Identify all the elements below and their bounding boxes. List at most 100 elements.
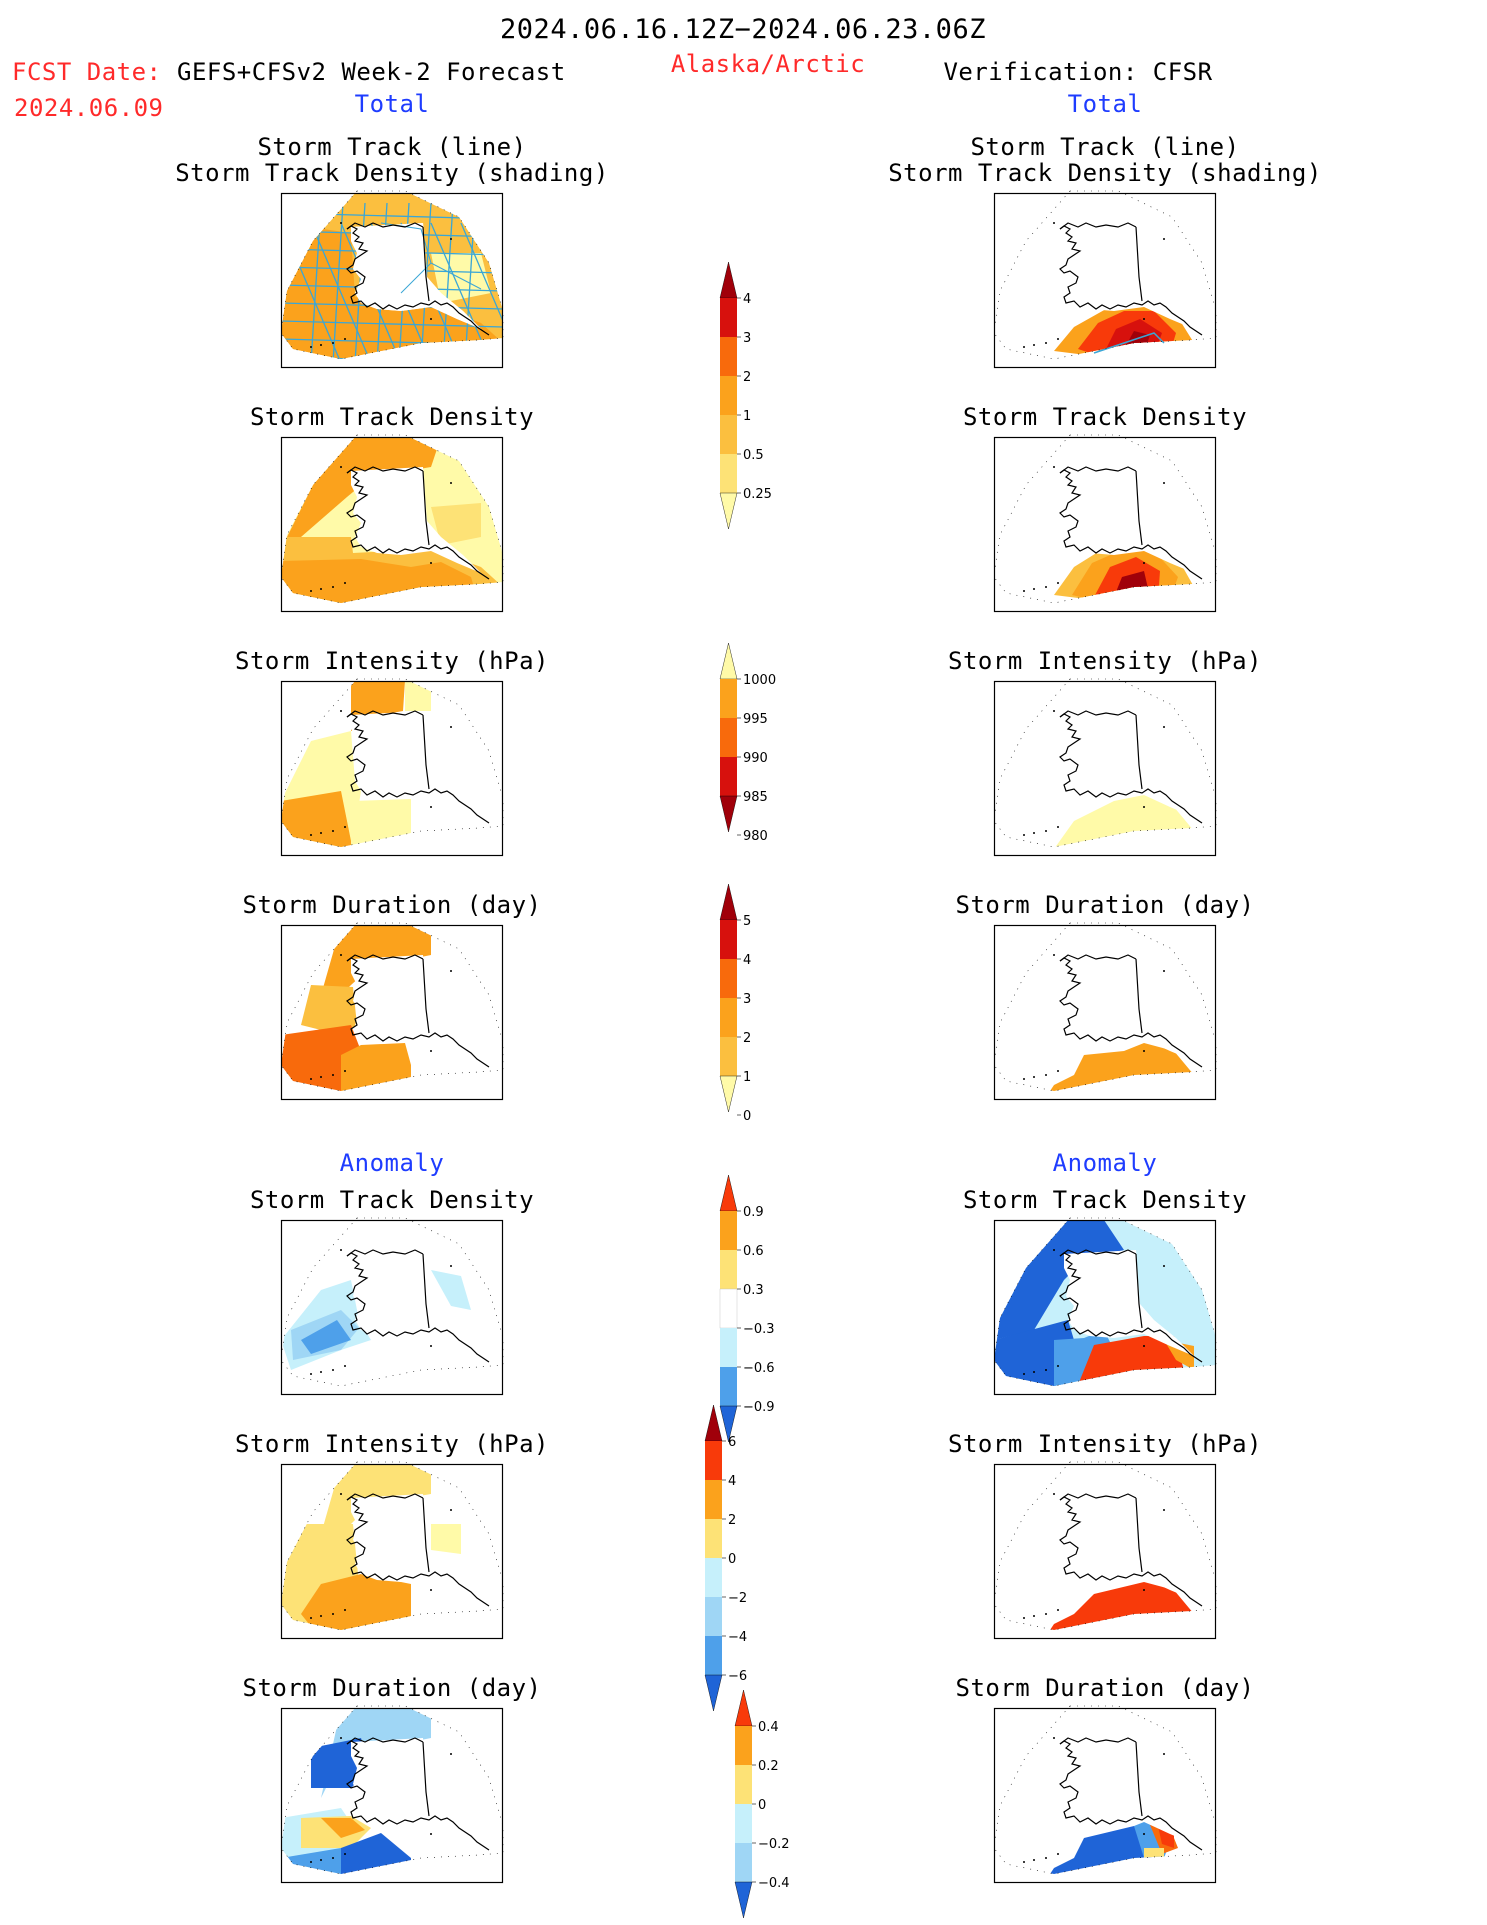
colorbar-label: 1: [743, 409, 751, 424]
island-dot: [320, 344, 322, 346]
storm-track-line: [1093, 332, 1165, 354]
colorbar-box: [720, 718, 737, 757]
map-verification-anomaly-intensity: [993, 1461, 1217, 1640]
island-dot: [320, 1859, 322, 1861]
colorbar-label: 0.6: [743, 1244, 764, 1259]
island-dot: [450, 1509, 452, 1511]
colorbar-label: 0.4: [758, 1720, 779, 1735]
island-dot: [332, 1369, 334, 1371]
island-dot: [310, 346, 312, 348]
arctic-coastline: [1059, 1493, 1137, 1501]
colorbar-end-triangle: [734, 1689, 753, 1727]
island-dot: [1053, 710, 1055, 712]
title-track-line-right: Storm Track (line): [970, 133, 1240, 161]
colorbar-label: 2: [743, 1031, 751, 1046]
island-dot: [1045, 342, 1047, 344]
island-dot: [1023, 1373, 1025, 1375]
island-dot: [1053, 954, 1055, 956]
island-dot: [1033, 1615, 1035, 1617]
title-track-line-left: Storm Track (line): [257, 133, 527, 161]
arctic-coastline: [346, 1737, 424, 1745]
island-dot: [1163, 1753, 1165, 1755]
colorbar-end-triangle: [719, 642, 738, 680]
panel-frame: [280, 924, 504, 1101]
island-dot: [340, 954, 342, 956]
colorbar-box: [705, 1597, 722, 1636]
colorbar-end-triangle: [734, 1881, 753, 1919]
coastline: [1059, 225, 1203, 336]
colorbar-end-triangle: [719, 261, 738, 299]
arctic-coastline: [346, 466, 424, 474]
island-dot: [450, 970, 452, 972]
shaded-region: [1144, 1848, 1164, 1864]
island-dot: [430, 806, 432, 808]
shaded-region: [281, 1848, 341, 1874]
island-dot: [1163, 238, 1165, 240]
colorbar-box: [720, 959, 737, 998]
island-dot: [430, 318, 432, 320]
fcst-date-label: FCST Date:: [12, 58, 162, 86]
island-dot: [344, 1365, 346, 1367]
island-dot: [1053, 1249, 1055, 1251]
title-anom-intensity-left: Storm Intensity (hPa): [235, 1430, 549, 1458]
island-dot: [310, 1373, 312, 1375]
colorbar-density-anomaly: 0.9 0.6 0.3 −0.3 −0.6 −0.9: [719, 1174, 775, 1443]
panel-frame: [280, 436, 504, 613]
canada-border: [422, 958, 430, 1034]
colorbar-label: 1000: [743, 673, 776, 688]
colorbar-box: [705, 1519, 722, 1558]
colorbar-box: [735, 1843, 752, 1882]
shaded-region: [431, 1270, 471, 1310]
island-dot: [310, 834, 312, 836]
colorbar-box: [720, 1250, 737, 1289]
colorbar-end-triangle: [719, 1405, 738, 1443]
canada-border: [1135, 470, 1143, 546]
island-dot: [430, 1833, 432, 1835]
island-dot: [1033, 344, 1035, 346]
colorbar-box: [720, 1211, 737, 1250]
shaded-region: [351, 799, 411, 847]
panel-frame: [993, 1219, 1217, 1396]
colorbar-end-triangle: [719, 1174, 738, 1212]
shaded-region: [301, 1320, 351, 1354]
island-dot: [450, 1753, 452, 1755]
island-dot: [340, 710, 342, 712]
colorbar-label: 4: [728, 1474, 736, 1489]
island-dot: [340, 1249, 342, 1251]
storm-track-line: [460, 222, 503, 359]
map-forecast-total-intensity: [280, 678, 504, 857]
island-dot: [1057, 826, 1059, 828]
coastline: [346, 713, 490, 824]
shaded-region: [405, 681, 431, 711]
coastline: [1059, 713, 1203, 824]
island-dot: [1053, 1493, 1055, 1495]
land-mask: [351, 1738, 481, 1844]
colorbar-box: [720, 679, 737, 718]
title-density-right: Storm Track Density: [962, 403, 1248, 431]
canada-border: [1135, 1497, 1143, 1573]
land-mask: [351, 711, 481, 817]
title-duration-left: Storm Duration (day): [242, 891, 542, 919]
land-mask: [351, 955, 481, 1061]
colorbar-label: −0.3: [743, 1322, 775, 1337]
island-dot: [1143, 562, 1145, 564]
arctic-coastline: [1059, 954, 1137, 962]
fcst-model-label: GEFS+CFSv2 Week-2 Forecast: [177, 58, 566, 86]
island-dot: [344, 1609, 346, 1611]
shaded-region: [301, 985, 357, 1035]
coastline: [346, 1496, 490, 1607]
arctic-coastline: [346, 1493, 424, 1501]
colorbar-label: 0: [728, 1552, 736, 1567]
island-dot: [344, 1070, 346, 1072]
colorbar-box: [720, 757, 737, 796]
island-dot: [450, 1265, 452, 1267]
colorbar-label: 4: [743, 292, 751, 307]
panel-frame: [993, 1707, 1217, 1884]
island-dot: [332, 1857, 334, 1859]
island-dot: [320, 1371, 322, 1373]
colorbar-label: 6: [728, 1435, 736, 1450]
canada-border: [1135, 1741, 1143, 1817]
arctic-coastline: [346, 710, 424, 718]
colorbar-label: 995: [743, 712, 768, 727]
colorbar-label: 1: [743, 1070, 751, 1085]
